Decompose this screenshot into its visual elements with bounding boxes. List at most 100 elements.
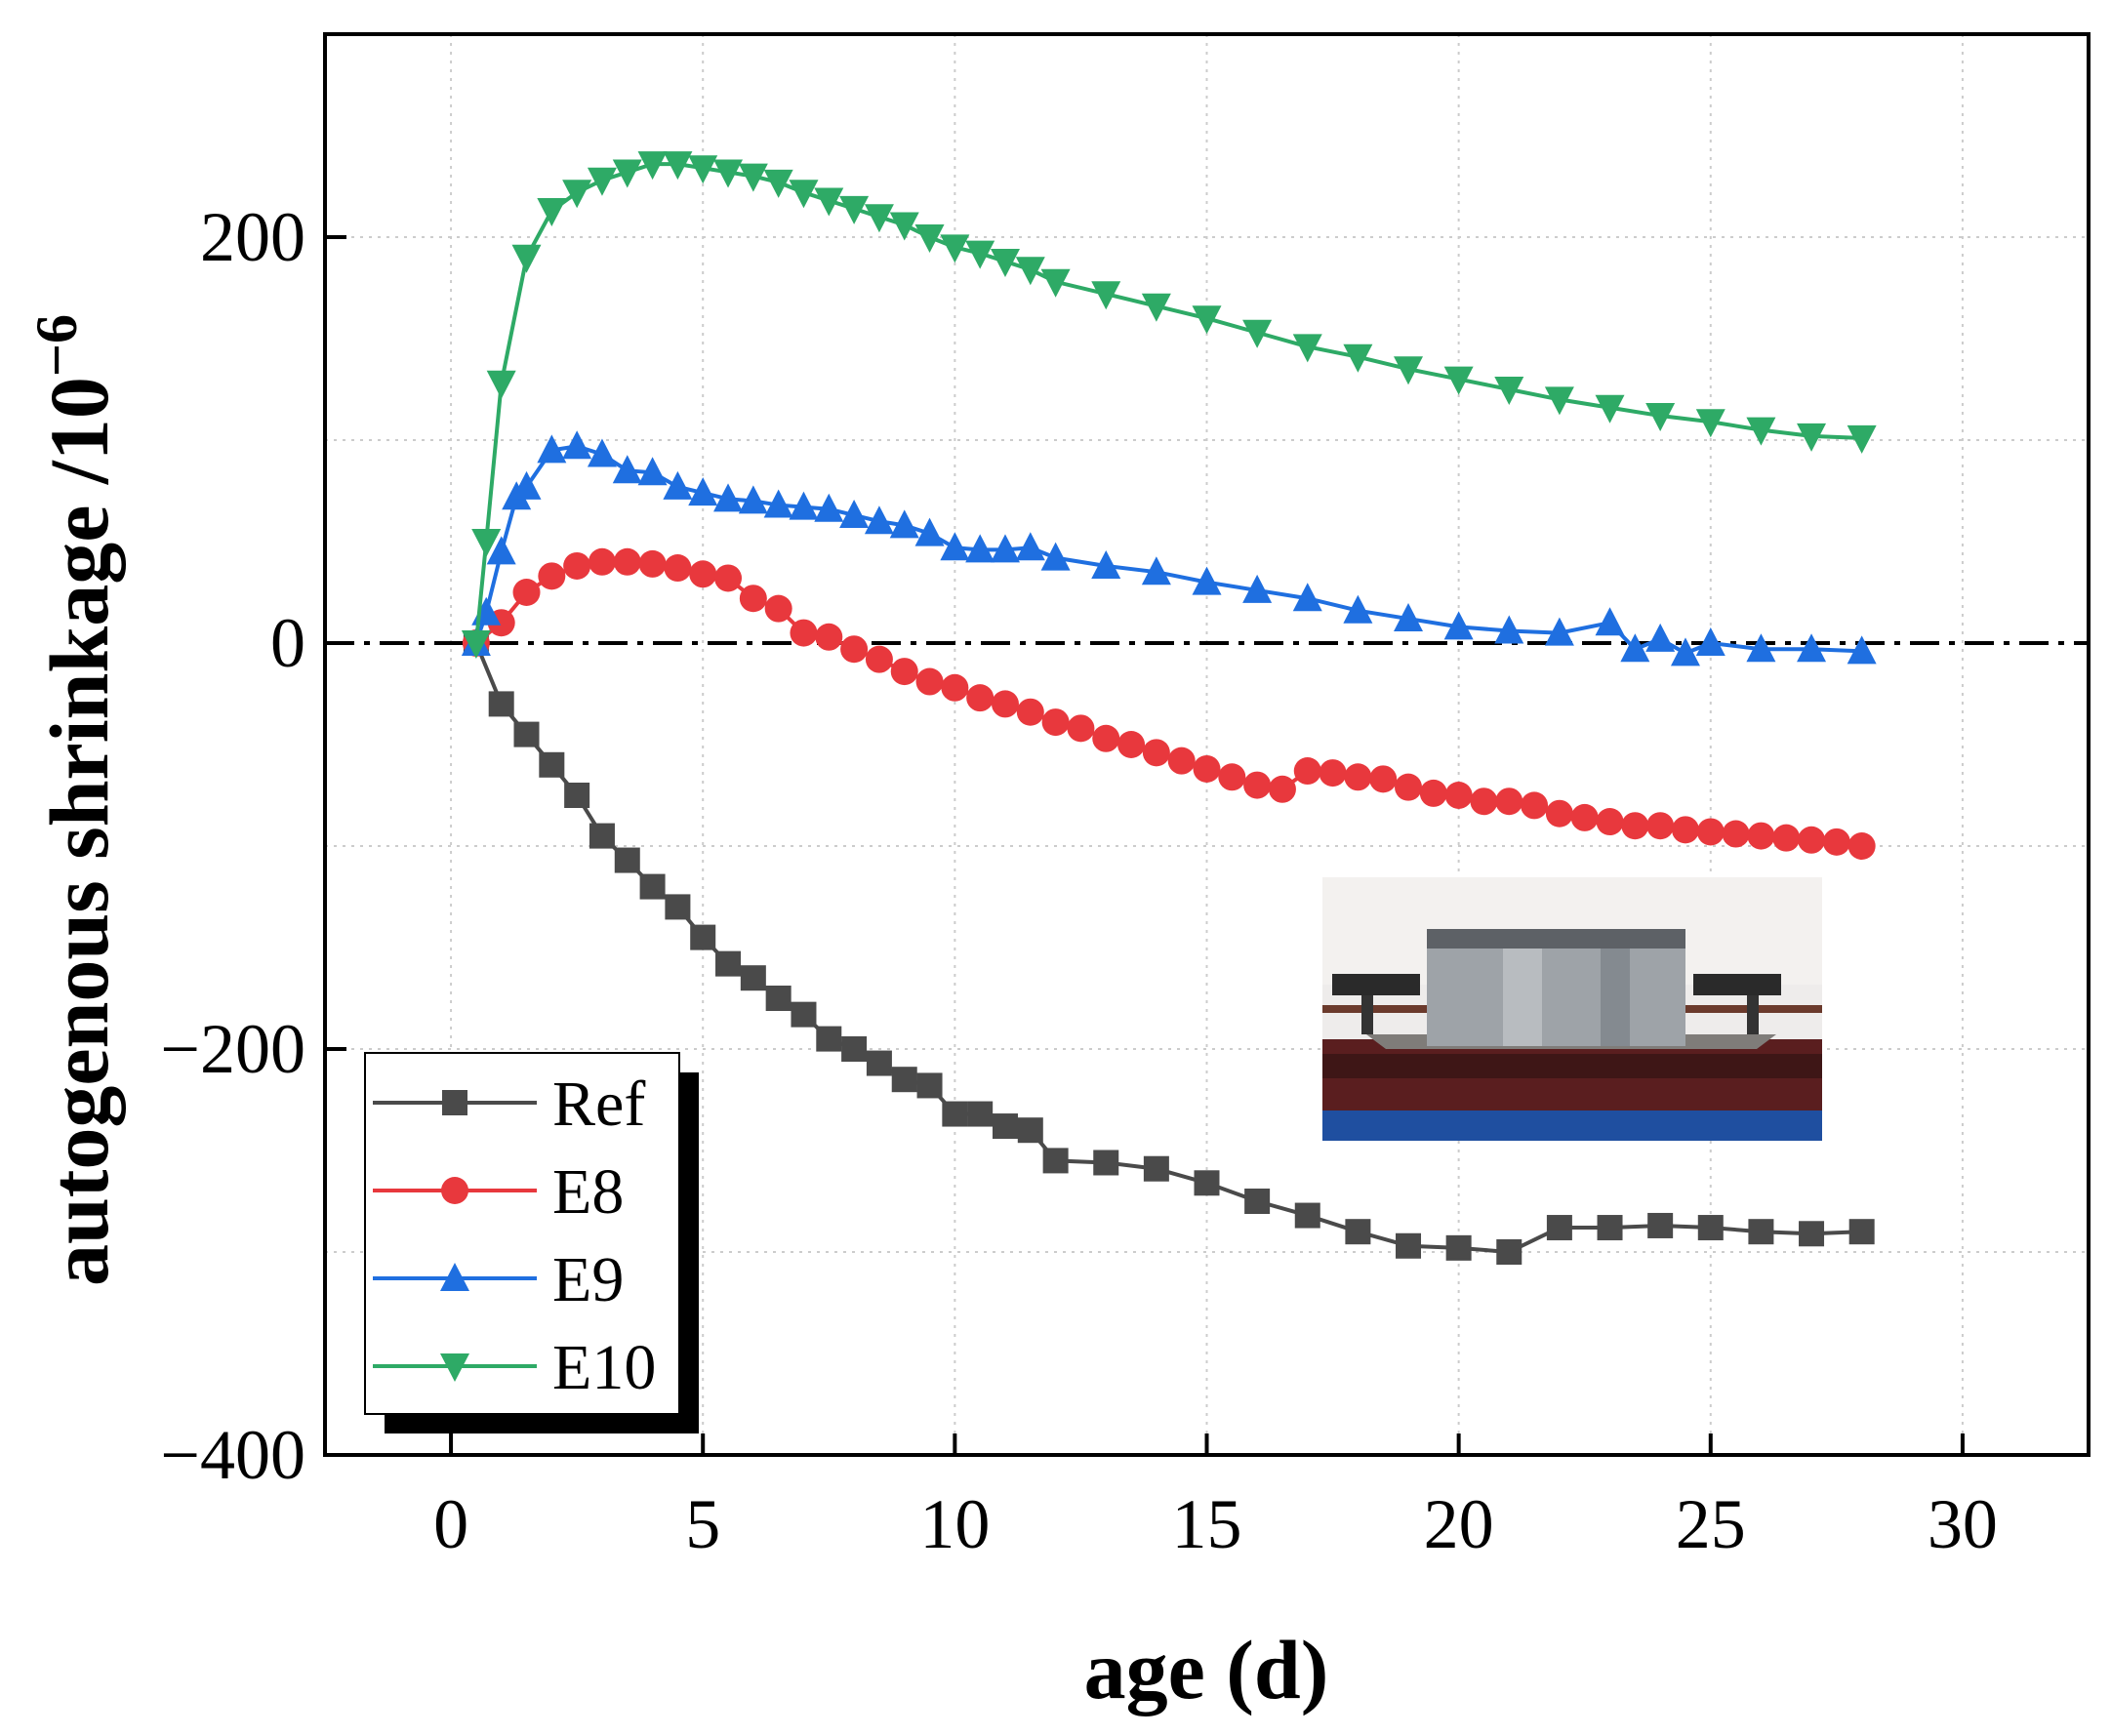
y-tick-label: −400 bbox=[160, 1416, 305, 1494]
data-point bbox=[740, 965, 766, 991]
data-point bbox=[1244, 1189, 1271, 1214]
data-point bbox=[614, 847, 640, 873]
data-point bbox=[1292, 334, 1322, 363]
data-point bbox=[1847, 635, 1877, 665]
data-point bbox=[814, 187, 844, 217]
legend-label: E10 bbox=[552, 1332, 656, 1403]
data-point bbox=[891, 1067, 917, 1093]
data-point bbox=[765, 986, 792, 1011]
data-point bbox=[537, 434, 567, 464]
data-point bbox=[1445, 1234, 1472, 1261]
data-point bbox=[1521, 791, 1549, 820]
x-tick-label: 30 bbox=[1928, 1485, 1998, 1563]
data-point bbox=[664, 554, 692, 583]
data-point bbox=[764, 594, 792, 623]
data-point bbox=[790, 619, 818, 647]
data-point bbox=[890, 658, 918, 686]
data-point bbox=[942, 1101, 968, 1127]
data-point bbox=[639, 873, 666, 900]
data-point bbox=[839, 499, 870, 528]
inset-specimen-photo bbox=[1322, 877, 1822, 1141]
data-point bbox=[1042, 1148, 1069, 1174]
y-tick-label: −200 bbox=[160, 1010, 305, 1088]
data-point bbox=[1645, 403, 1676, 432]
data-point bbox=[1319, 759, 1347, 787]
x-tick-label: 20 bbox=[1424, 1485, 1494, 1563]
data-point bbox=[1545, 799, 1573, 828]
data-point bbox=[841, 1036, 868, 1062]
data-point bbox=[1192, 305, 1222, 335]
data-point bbox=[1192, 566, 1222, 595]
data-point bbox=[714, 564, 743, 592]
data-point bbox=[1218, 763, 1246, 791]
data-point bbox=[688, 155, 718, 184]
series-ref bbox=[463, 630, 1875, 1265]
data-point bbox=[1544, 617, 1574, 646]
y-axis-label-exponent: −6 bbox=[24, 314, 89, 377]
data-point bbox=[1394, 356, 1424, 385]
data-point bbox=[738, 485, 768, 514]
data-point bbox=[1695, 409, 1725, 438]
legend: Ref E8 E9 E10 bbox=[364, 1052, 699, 1433]
legend-label: Ref bbox=[552, 1069, 645, 1140]
data-point bbox=[1369, 765, 1398, 793]
data-point bbox=[889, 212, 919, 241]
legend-items: Ref E8 E9 E10 bbox=[373, 1069, 656, 1403]
data-point bbox=[1620, 633, 1650, 663]
data-point bbox=[1443, 366, 1474, 395]
data-point bbox=[1746, 417, 1776, 446]
data-point bbox=[1597, 1215, 1623, 1241]
data-point bbox=[1799, 1221, 1825, 1247]
data-point bbox=[1596, 808, 1624, 836]
data-point bbox=[539, 751, 565, 778]
legend-label: E9 bbox=[552, 1244, 624, 1315]
data-point bbox=[1419, 779, 1447, 807]
data-point bbox=[613, 547, 641, 576]
data-point bbox=[990, 534, 1020, 563]
data-point bbox=[1143, 1155, 1169, 1182]
data-point bbox=[1040, 542, 1071, 571]
legend-item-ref: Ref bbox=[373, 1069, 645, 1140]
data-point bbox=[1242, 319, 1273, 348]
data-point bbox=[1292, 583, 1322, 612]
series-line bbox=[473, 444, 1862, 656]
data-point bbox=[739, 585, 767, 613]
series-e9 bbox=[461, 430, 1877, 666]
data-point bbox=[1041, 708, 1070, 737]
data-point bbox=[663, 470, 693, 500]
data-point bbox=[865, 645, 893, 673]
data-point bbox=[689, 560, 717, 588]
data-point bbox=[916, 1072, 943, 1099]
data-point bbox=[965, 534, 995, 563]
data-point bbox=[637, 457, 668, 486]
legend-item-e10: E10 bbox=[373, 1332, 656, 1403]
data-point bbox=[1848, 1219, 1875, 1245]
data-point bbox=[1494, 377, 1524, 405]
data-point bbox=[513, 721, 540, 747]
data-point bbox=[538, 562, 566, 590]
data-point bbox=[612, 455, 642, 484]
x-tick-label: 10 bbox=[919, 1485, 990, 1563]
data-point bbox=[1470, 787, 1498, 816]
data-point bbox=[967, 1101, 994, 1127]
data-point bbox=[1091, 281, 1121, 310]
data-point bbox=[1091, 549, 1121, 579]
data-point bbox=[1092, 724, 1120, 752]
data-point bbox=[1670, 637, 1700, 666]
data-point bbox=[461, 630, 491, 659]
data-point bbox=[914, 517, 945, 546]
x-axis-label: age (d) bbox=[1084, 1623, 1329, 1716]
data-point bbox=[990, 248, 1020, 277]
data-point bbox=[1117, 731, 1146, 758]
data-point bbox=[1748, 1219, 1774, 1245]
data-point bbox=[738, 163, 768, 192]
data-point bbox=[1595, 607, 1625, 636]
data-point bbox=[1495, 787, 1523, 816]
data-point bbox=[1141, 293, 1171, 322]
data-point bbox=[1141, 556, 1171, 585]
data-point bbox=[1294, 1202, 1320, 1229]
data-point bbox=[587, 167, 617, 196]
data-point bbox=[562, 430, 592, 460]
data-point bbox=[1142, 739, 1170, 767]
